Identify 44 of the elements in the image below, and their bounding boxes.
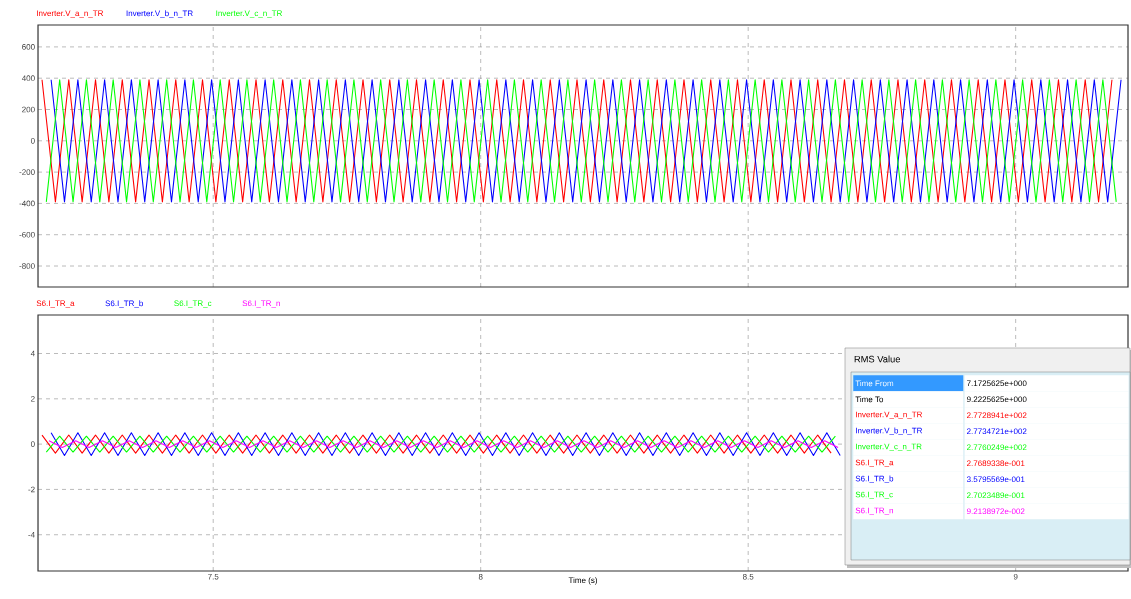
x-tick-label: 7.5 — [208, 573, 219, 580]
annotation: Inverter.V_b_n_TR — [856, 427, 923, 435]
annotation: Time To — [855, 396, 884, 403]
annotation: Time From — [855, 380, 894, 387]
annotation: 2.7689338e-001 — [967, 460, 1025, 467]
text: S6.I_TR_c — [174, 300, 212, 308]
annotation: 9.2225625e+000 — [966, 396, 1027, 403]
annotation: 2.7023489e-001 — [967, 492, 1025, 499]
y-tick-label: 600 — [22, 44, 35, 50]
y-tick-label: 4 — [30, 350, 35, 357]
text: Inverter.V_b_n_TR — [126, 10, 193, 18]
annotation: 2.7728941e+002 — [967, 412, 1027, 419]
annotation: Inverter.V_c_n_TR — [856, 443, 922, 451]
x-axis-title: Time (s) — [568, 577, 598, 585]
annotation: RMS Value — [854, 355, 901, 363]
y-tick-label: -600 — [19, 231, 35, 238]
y-tick-label: 0 — [30, 137, 35, 144]
text: S6.I_TR_a — [36, 300, 75, 308]
annotation: S6.I_TR_c — [855, 491, 893, 499]
text: S6.I_TR_n — [242, 300, 280, 308]
text: Inverter.V_a_n_TR — [37, 10, 104, 18]
y-tick-label: 400 — [21, 75, 35, 82]
text: Inverter.V_c_n_TR — [216, 10, 282, 18]
y-tick-label: 2 — [31, 396, 35, 402]
annotation: 2.7734721e+002 — [967, 428, 1027, 435]
annotation: 2.7760249e+002 — [967, 444, 1027, 451]
x-tick-label: 8 — [478, 573, 483, 580]
text: S6.I_TR_b — [105, 300, 143, 308]
annotation: Inverter.V_a_n_TR — [856, 411, 923, 419]
y-tick-label: -2 — [28, 486, 35, 493]
y-tick-label: -200 — [19, 169, 35, 175]
x-tick-label: 9 — [1013, 573, 1018, 580]
annotation: S6.I_TR_a — [855, 459, 894, 467]
y-tick-label: -400 — [19, 200, 35, 207]
annotation: 9.2138972e-002 — [966, 508, 1025, 515]
annotation: 3.5795569e-001 — [966, 476, 1025, 483]
x-tick-label: 8.5 — [742, 573, 754, 580]
y-tick-label: -800 — [19, 263, 35, 269]
annotation: 7.1725625e+000 — [967, 380, 1027, 387]
y-tick-label: 200 — [22, 106, 35, 113]
annotation: S6.I_TR_n — [855, 507, 893, 515]
y-tick-label: 0 — [30, 441, 35, 447]
y-tick-label: -4 — [28, 531, 35, 538]
annotation: S6.I_TR_b — [855, 475, 894, 483]
